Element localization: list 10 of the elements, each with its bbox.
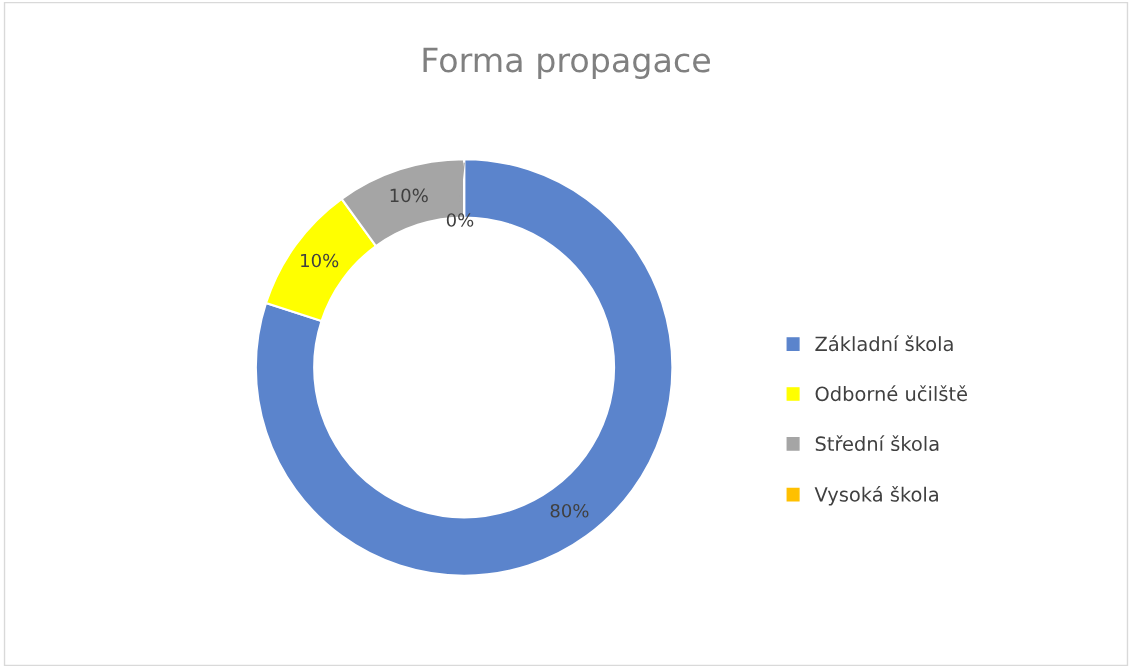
text: 0% <box>446 213 474 227</box>
legend-label: Střední škola <box>815 435 939 452</box>
data-label: 80% <box>550 503 589 518</box>
data-label: 10% <box>301 253 339 268</box>
legend-label: Vysoká škola <box>814 485 938 506</box>
legend-label: Odborné učilště <box>815 385 967 402</box>
donut-slice <box>254 158 674 577</box>
legend-label: Základní škola <box>815 335 953 352</box>
data-label: 10% <box>390 188 428 203</box>
chart-title: Forma propagace <box>423 47 710 80</box>
